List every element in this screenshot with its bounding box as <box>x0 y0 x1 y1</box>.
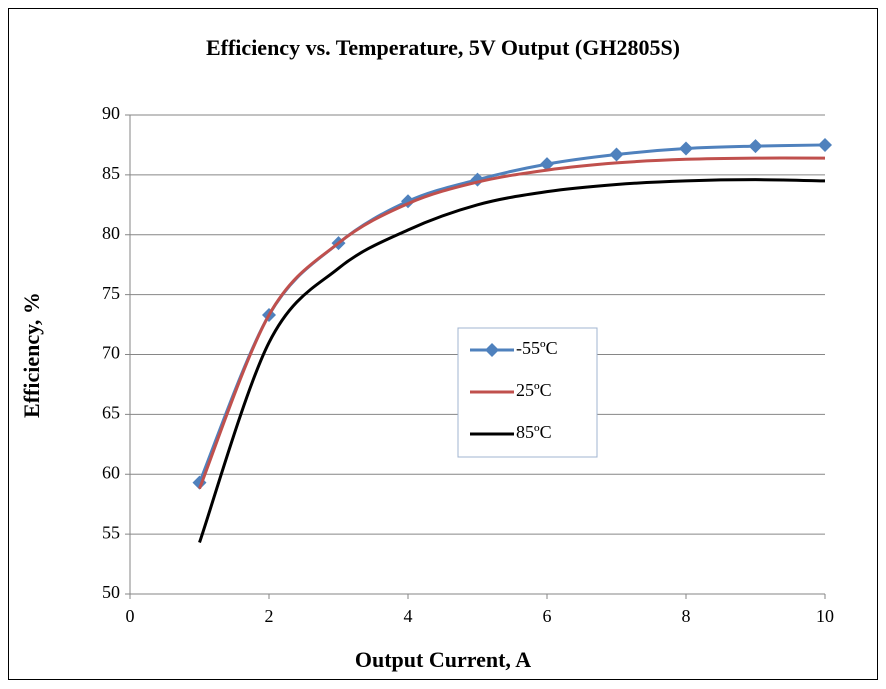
x-tick-label: 10 <box>816 606 834 626</box>
y-tick-label: 55 <box>102 522 120 542</box>
y-tick-label: 85 <box>102 163 120 183</box>
marker <box>818 137 832 152</box>
x-tick-label: 8 <box>682 606 691 626</box>
x-tick-label: 2 <box>265 606 274 626</box>
chart-title: Efficiency vs. Temperature, 5V Output (G… <box>206 35 680 60</box>
x-tick-label: 4 <box>404 606 413 626</box>
legend-label: 85ºC <box>516 422 552 442</box>
marker <box>679 141 693 156</box>
line <box>198 156 826 490</box>
y-tick-label: 60 <box>102 462 120 482</box>
marker <box>485 343 499 357</box>
x-axis-label: Output Current, A <box>355 647 531 672</box>
y-tick-label: 80 <box>102 223 120 243</box>
legend-label: 25ºC <box>516 380 552 400</box>
x-tick-label: 6 <box>543 606 552 626</box>
legend-label: -55ºC <box>516 338 558 358</box>
y-tick-label: 50 <box>102 582 120 602</box>
y-tick-label: 90 <box>102 103 120 123</box>
marker <box>609 147 624 162</box>
chart-frame <box>8 8 878 680</box>
y-tick-label: 75 <box>102 283 120 303</box>
x-tick-label: 0 <box>126 606 135 626</box>
y-tick-label: 65 <box>102 403 120 423</box>
marker <box>540 157 554 172</box>
y-axis-label: Efficiency, % <box>19 292 44 418</box>
y-tick-label: 70 <box>102 343 120 363</box>
line <box>198 178 826 544</box>
marker <box>748 139 763 154</box>
